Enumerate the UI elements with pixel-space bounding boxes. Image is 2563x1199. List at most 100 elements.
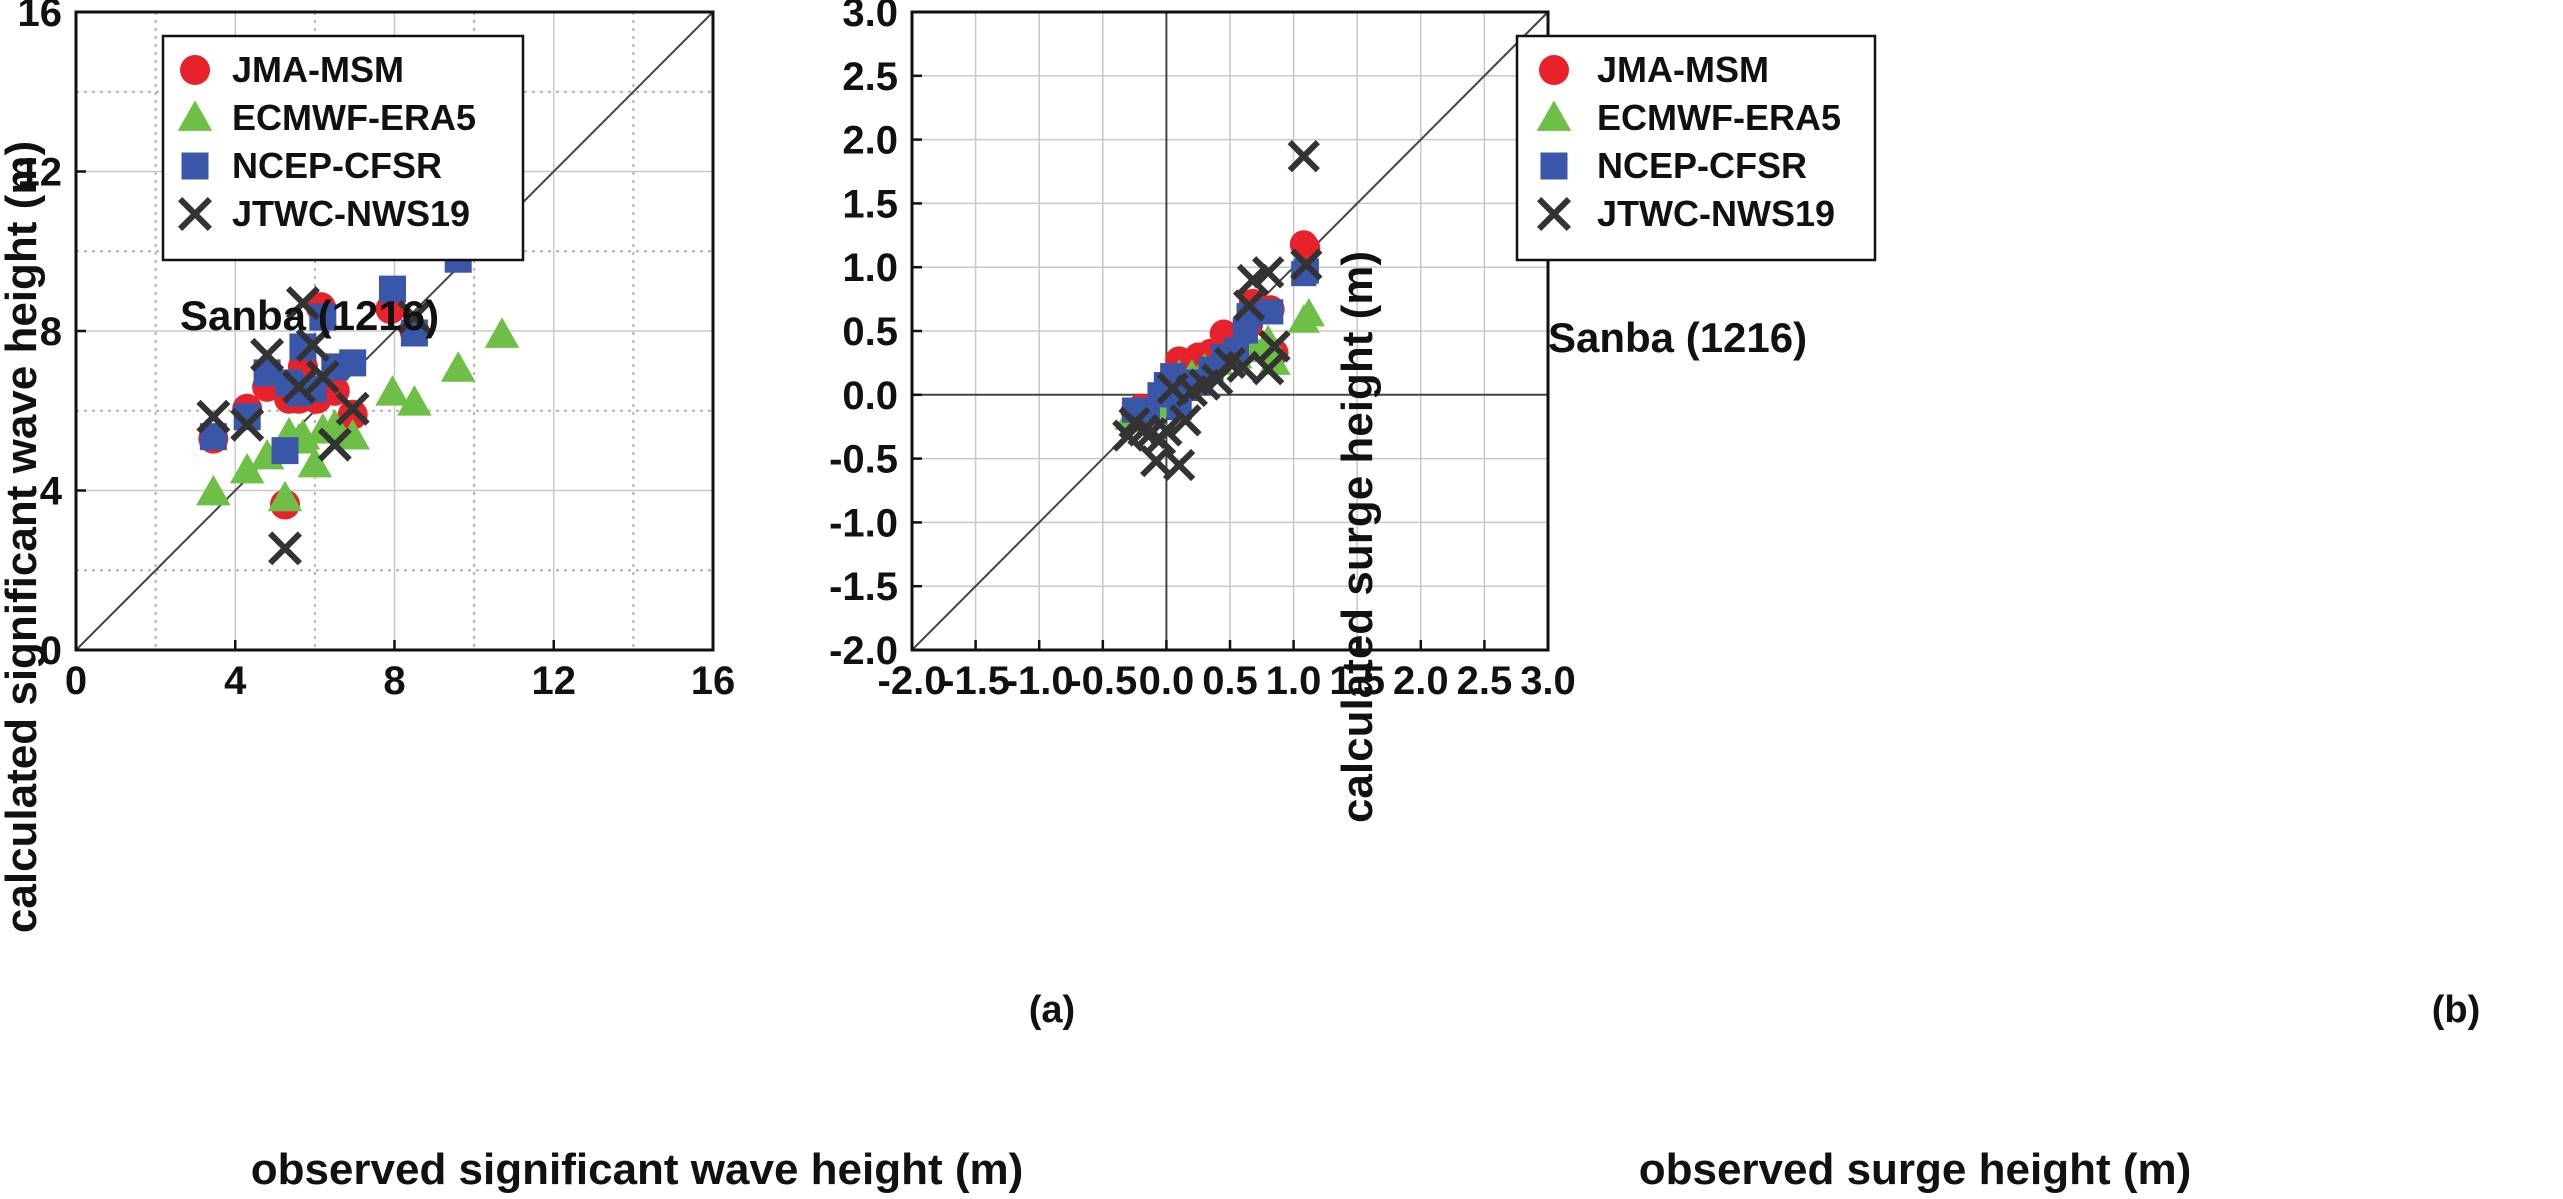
point-ncep-cfsr <box>339 349 367 377</box>
legend-marker-ecmwf-era5 <box>177 100 213 131</box>
legend-label-ncep-b: NCEP-CFSR <box>1597 145 1807 186</box>
y-tick-label: 2.0 <box>842 119 898 163</box>
point-jtwc-nws19 <box>1236 263 1270 297</box>
point-jtwc-nws19 <box>196 399 231 434</box>
point-jtwc-nws19 <box>285 286 320 321</box>
point-ecmwf-era5 <box>267 480 303 512</box>
point-jtwc-nws19 <box>268 531 303 566</box>
legend-label-ecmwf-b: ECMWF-ERA5 <box>1597 97 1841 138</box>
point-ecmwf-era5 <box>229 452 265 484</box>
point-jtwc-nws19 <box>295 327 330 362</box>
data-points-b <box>1112 140 1325 482</box>
point-jtwc-nws19 <box>230 407 265 442</box>
y-axis-label-a: calculated significant wave height (m) <box>0 141 46 933</box>
point-jtwc-nws19 <box>1252 256 1285 289</box>
point-ecmwf-era5 <box>397 385 432 416</box>
point-jtwc-nws19 <box>1169 404 1202 437</box>
legend-label-jma-a: JMA-MSM <box>232 49 404 90</box>
point-ecmwf-era5 <box>335 418 370 450</box>
y-tick-label: -0.5 <box>829 438 898 482</box>
x-tick-label: -0.5 <box>1068 659 1137 703</box>
y-tick-label: 16 <box>18 0 63 35</box>
point-jtwc-nws19 <box>250 337 285 372</box>
legend-label-jma-b: JMA-MSM <box>1597 49 1769 90</box>
x-tick-label: 2.0 <box>1393 659 1449 703</box>
x-tick-label: 16 <box>691 659 736 703</box>
y-tick-label: 3.0 <box>842 0 898 35</box>
y-tick-label: 8 <box>40 310 62 354</box>
point-jtwc-nws19 <box>1290 248 1323 281</box>
point-ecmwf-era5 <box>1292 297 1325 327</box>
legend-marker-ncep-cfsr <box>181 152 209 180</box>
legend-label-jtwc-a: JTWC-NWS19 <box>232 193 470 234</box>
point-ncep-cfsr <box>271 437 299 465</box>
legend-box-b <box>1515 34 1877 262</box>
point-jtwc-nws19 <box>335 391 370 426</box>
y-tick-label: 12 <box>18 151 63 195</box>
y-tick-label: 0 <box>40 629 62 673</box>
point-jtwc-nws19 <box>1232 289 1266 322</box>
point-jtwc-nws19 <box>1150 414 1183 447</box>
tick-labels-a: 00 4 4 8 8 12 12 16 16 <box>18 0 736 703</box>
y-tick-label: 0.0 <box>842 374 898 418</box>
point-jtwc-nws19 <box>1162 448 1196 482</box>
x-tick-label: 12 <box>532 659 577 703</box>
y-tick-label: -2.0 <box>829 629 898 673</box>
point-jtwc-nws19 <box>1258 330 1291 363</box>
one-to-one-line-a <box>75 11 714 651</box>
point-ecmwf-era5 <box>297 446 333 478</box>
x-tick-label: 1.0 <box>1266 659 1322 703</box>
legend-marker-ncep-cfsr <box>1540 152 1568 180</box>
legend-marker-jma-msm <box>180 55 210 85</box>
legend-label-jtwc-b: JTWC-NWS19 <box>1597 193 1835 234</box>
x-tick-label: -1.0 <box>1005 659 1074 703</box>
panel-label-b: (b) <box>2432 989 2481 1031</box>
x-tick-label: 2.5 <box>1457 659 1513 703</box>
point-ecmwf-era5 <box>484 317 520 348</box>
point-jtwc-nws19 <box>281 369 316 404</box>
x-tick-label: 0 <box>65 659 87 703</box>
point-ecmwf-era5 <box>375 375 410 406</box>
point-ncep-cfsr <box>379 275 407 303</box>
y-tick-label: 4 <box>40 470 63 514</box>
legend-b: JMA-MSM ECMWF-ERA5 NCEP-CFSR JTWC-NWS19 <box>1515 34 1877 262</box>
legend-marker-ecmwf-era5 <box>1536 100 1572 131</box>
legend-a: JMA-MSM ECMWF-ERA5 NCEP-CFSR JTWC-NWS19 <box>161 34 525 262</box>
y-tick-label: 1.0 <box>842 246 898 290</box>
legend-label-ecmwf-a: ECMWF-ERA5 <box>232 97 476 138</box>
legend-marker-jtwc-nws19 <box>178 197 212 231</box>
x-tick-label: -2.0 <box>878 659 947 703</box>
tick-labels-b: -2.0-2.0-1.5-1.5-1.0-1.0-0.5-0.50.00.00.… <box>829 0 1576 703</box>
point-ecmwf-era5 <box>440 351 476 382</box>
point-ecmwf-era5 <box>196 474 231 506</box>
y-tick-label: 0.5 <box>842 310 898 354</box>
x-tick-label: 0.5 <box>1202 659 1258 703</box>
legend-label-ncep-a: NCEP-CFSR <box>232 145 442 186</box>
x-tick-label: 4 <box>224 659 247 703</box>
point-jtwc-nws19 <box>1226 350 1259 383</box>
point-jtwc-nws19 <box>1252 353 1285 386</box>
y-tick-label: 2.5 <box>842 55 898 99</box>
point-jtwc-nws19 <box>1287 140 1320 173</box>
x-axis-label-a: observed significant wave height (m) <box>251 1145 1024 1194</box>
x-tick-label: 0.0 <box>1139 659 1195 703</box>
x-tick-label: 3.0 <box>1520 659 1576 703</box>
storm-annotation-a: Sanba (1216) <box>180 292 439 339</box>
y-tick-label: 1.5 <box>842 182 898 226</box>
panel-label-a: (a) <box>1029 989 1075 1031</box>
y-tick-label: -1.5 <box>829 565 898 609</box>
x-tick-label: 1.5 <box>1329 659 1385 703</box>
legend-box-a <box>161 34 525 262</box>
legend-marker-jma-msm <box>1539 55 1569 85</box>
surge-height-panel: -2.0-2.0-1.5-1.5-1.0-1.0-0.5-0.50.00.00.… <box>829 0 2480 1194</box>
x-tick-label: 8 <box>383 659 405 703</box>
x-tick-label: -1.5 <box>941 659 1010 703</box>
storm-annotation-b: Sanba (1216) <box>1548 314 1807 361</box>
point-jtwc-nws19 <box>305 359 340 394</box>
point-jtwc-nws19 <box>1127 414 1160 447</box>
point-jtwc-nws19 <box>397 300 432 335</box>
point-jtwc-nws19 <box>317 427 352 462</box>
x-axis-label-b: observed surge height (m) <box>1639 1145 2192 1194</box>
legend-marker-jtwc-nws19 <box>1537 197 1571 231</box>
